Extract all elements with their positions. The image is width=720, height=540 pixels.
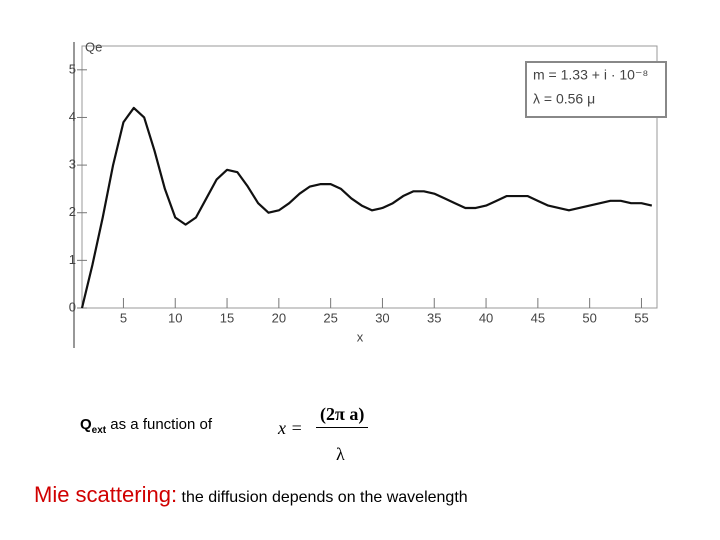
footer: Mie scattering: the diffusion depends on…: [34, 482, 468, 508]
x-tick-label: 15: [220, 310, 234, 325]
footer-title: Mie scattering:: [34, 482, 178, 507]
formula-num: (2π a): [316, 404, 369, 428]
y-tick-label: 0: [69, 299, 76, 314]
y-tick-label: 4: [69, 109, 76, 124]
x-tick-label: 5: [120, 310, 127, 325]
caption-q: Q: [80, 416, 92, 433]
y-tick-label: 2: [69, 204, 76, 219]
x-tick-label: 45: [531, 310, 545, 325]
line: [80, 106, 653, 309]
legend-box: [525, 61, 667, 118]
formula-lhs: x =: [278, 418, 303, 438]
annotation: λ = 0.56 μ: [533, 91, 595, 107]
caption: Qext as a function of: [80, 416, 212, 436]
y-tick-label: 1: [69, 252, 76, 267]
footer-text: the diffusion depends on the wavelength: [181, 489, 468, 506]
y-axis-label: Qe: [85, 39, 102, 54]
x-tick-label: 55: [634, 310, 648, 325]
x-tick-label: 35: [427, 310, 441, 325]
x-tick-label: 10: [168, 310, 182, 325]
x-tick-label: 50: [582, 310, 596, 325]
chart: Qe x m = 1.33 + i · 10⁻⁸ λ = 0.56 μ 0 1 2 3…: [69, 39, 667, 348]
x-tick-label: 40: [479, 310, 493, 325]
caption-text: as a function of: [110, 416, 213, 433]
plot-frame: [81, 45, 658, 309]
annotation: m = 1.33 + i · 10⁻⁸: [533, 67, 648, 83]
x-tick-label: 30: [375, 310, 389, 325]
y-tick-label: 3: [69, 157, 76, 172]
x-tick-label: 20: [272, 310, 286, 325]
x-tick-label: 25: [323, 310, 337, 325]
x-axis-label: x: [357, 329, 364, 344]
caption-sub: ext: [91, 425, 107, 436]
formula-den: λ: [336, 444, 345, 464]
y-tick-label: 5: [69, 61, 76, 76]
